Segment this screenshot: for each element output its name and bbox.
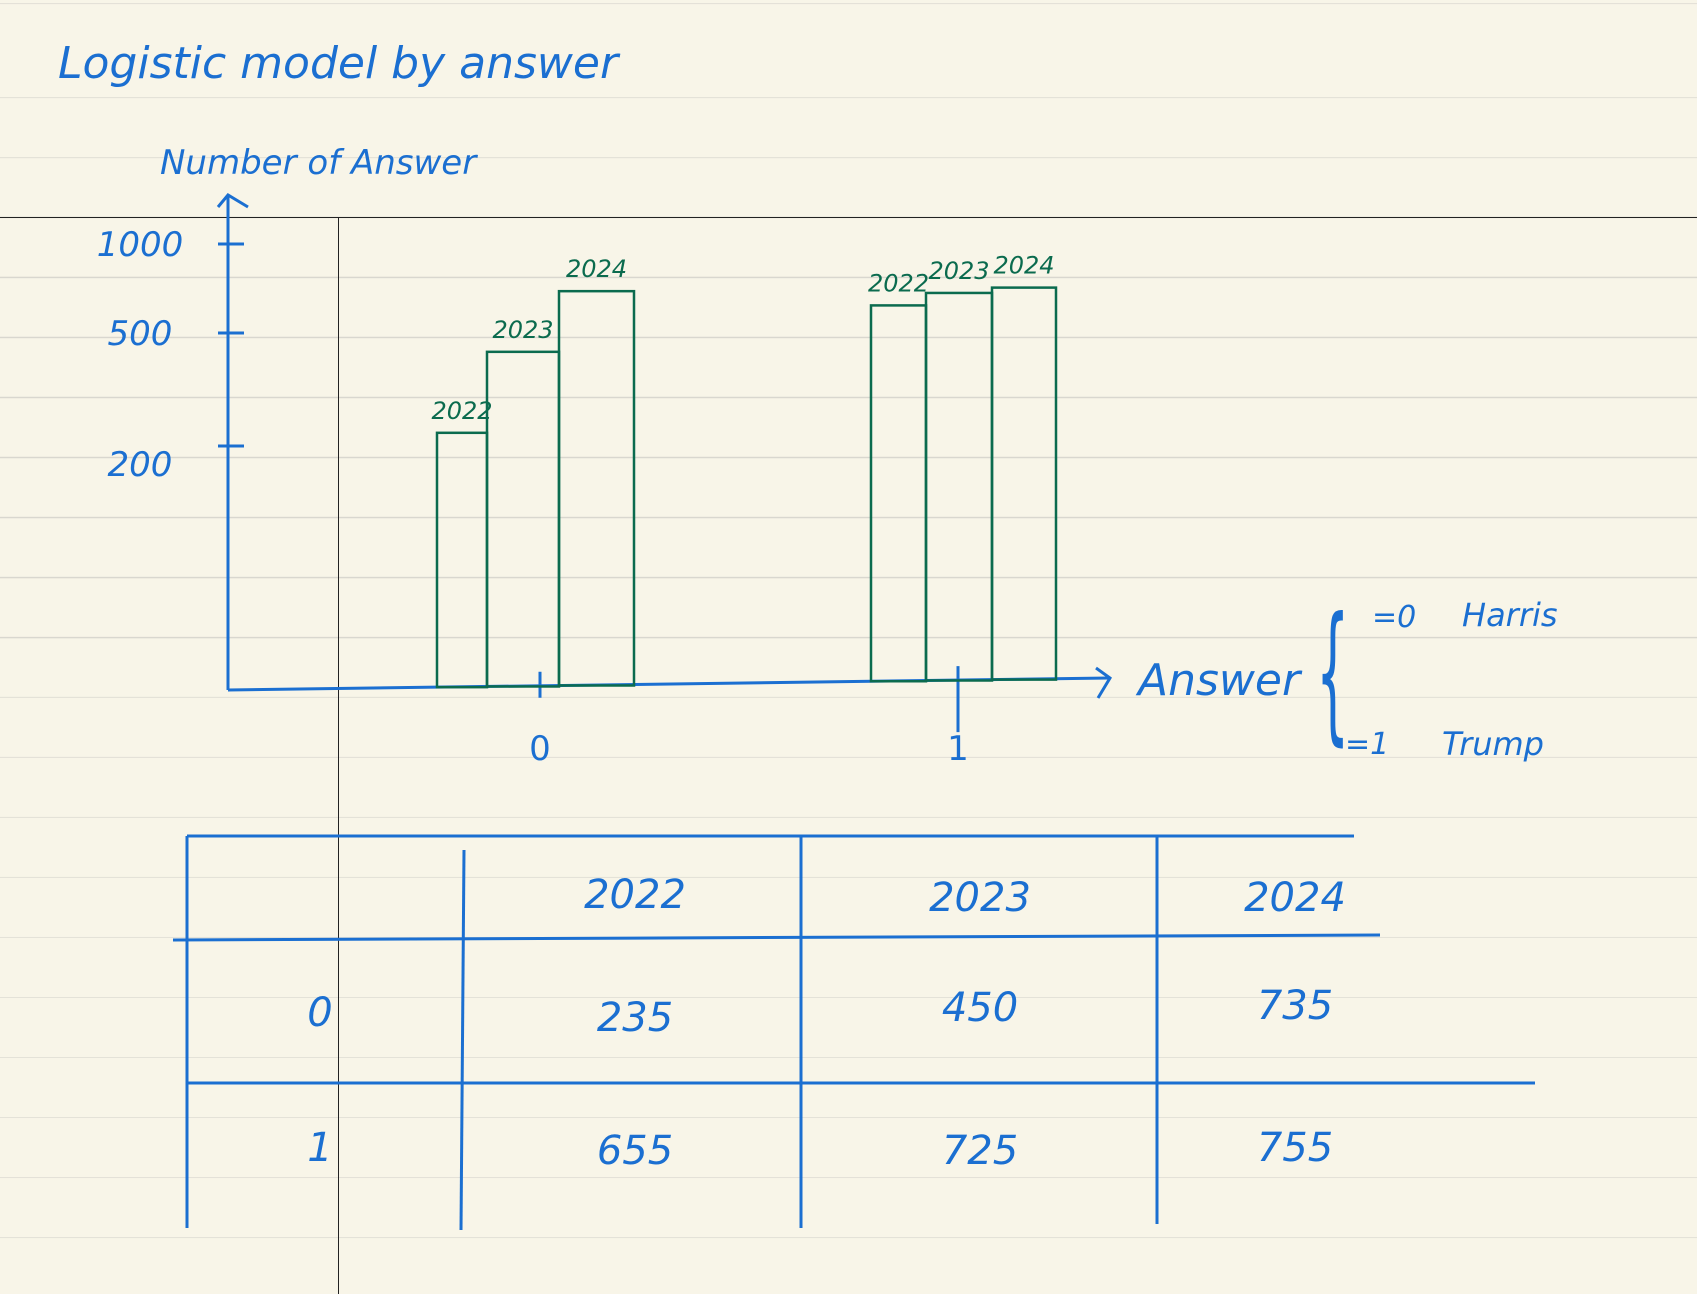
table-header-cell: 2022 xyxy=(584,872,686,918)
table-cell: 735 xyxy=(1256,983,1334,1029)
legend-brace-icon: { xyxy=(1316,586,1350,760)
table-header-cell: 2023 xyxy=(929,875,1031,921)
page-title: Logistic model by answer xyxy=(58,38,619,89)
table-cell: 450 xyxy=(941,985,1019,1031)
table-cell: 655 xyxy=(596,1128,674,1174)
x-axis-arrow-icon xyxy=(1095,666,1112,699)
bar xyxy=(924,291,994,682)
table-grid-line xyxy=(172,933,1381,942)
margin-rule-line xyxy=(338,217,339,1294)
x-axis-title: Answer xyxy=(1138,655,1301,706)
x-tick-label: 1 xyxy=(947,729,969,769)
table-cell: 725 xyxy=(941,1128,1019,1174)
y-tick-label: 500 xyxy=(108,314,173,354)
header-rule-line xyxy=(0,217,1697,218)
bar-year-label: 2024 xyxy=(566,255,627,283)
y-tick-label: 200 xyxy=(108,445,173,485)
table-cell: 755 xyxy=(1256,1125,1334,1171)
y-axis-arrow-icon xyxy=(216,193,249,209)
bar xyxy=(869,304,928,683)
x-tick-label: 0 xyxy=(529,729,551,769)
bar xyxy=(990,286,1058,681)
table-cell: 235 xyxy=(596,995,674,1041)
bar xyxy=(557,289,636,687)
table-row-label: 1 xyxy=(307,1125,333,1171)
table-grid-line xyxy=(459,849,466,1231)
bar-year-label: 2023 xyxy=(492,316,553,344)
y-tick-label: 1000 xyxy=(97,225,184,265)
bar xyxy=(435,431,489,689)
legend-name-harris: Harris xyxy=(1462,596,1558,634)
table-row-label: 0 xyxy=(307,990,333,1036)
bar-year-label: 2022 xyxy=(868,269,929,297)
legend-name-trump: Trump xyxy=(1442,725,1544,763)
bar-year-label: 2022 xyxy=(431,397,492,425)
legend-code-trump: =1 xyxy=(1345,727,1390,762)
bar xyxy=(485,350,561,688)
y-axis-title: Number of Answer xyxy=(160,143,477,183)
bar-year-label: 2024 xyxy=(993,252,1054,280)
legend-code-harris: =0 xyxy=(1372,600,1417,635)
bar-year-label: 2023 xyxy=(928,257,989,285)
table-header-cell: 2024 xyxy=(1244,875,1346,921)
